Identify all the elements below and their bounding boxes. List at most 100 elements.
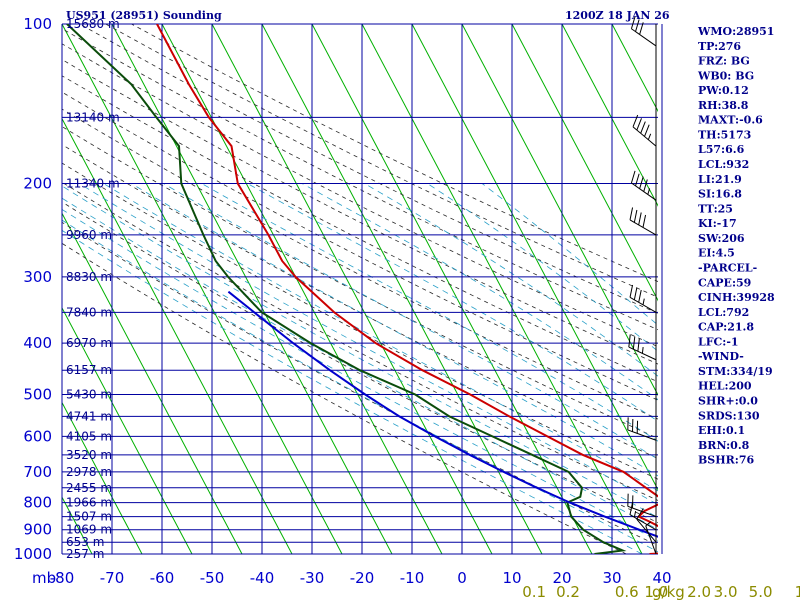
- skewed-isotherm: [62, 24, 343, 554]
- height-label: 1966 m: [66, 496, 112, 510]
- index-item: SW:206: [698, 232, 745, 245]
- dry-adiabat: [79, 24, 658, 314]
- barb-flag: [637, 338, 640, 352]
- moist-adiabat: [301, 183, 658, 401]
- temperature-tick-label: -20: [350, 569, 375, 587]
- temperature-tick-label: -40: [250, 569, 275, 587]
- barb-flag: [640, 121, 646, 134]
- grid-lines: [61, 23, 663, 555]
- index-item: LFC:-1: [698, 335, 739, 348]
- index-item: TT:25: [698, 202, 733, 215]
- moist-adiabat: [62, 208, 658, 542]
- barb-flag: [639, 176, 644, 189]
- moist-adiabat: [481, 183, 658, 326]
- height-label: 4105 m: [66, 429, 112, 443]
- height-label: 653 m: [66, 535, 104, 549]
- height-label: 7840 m: [66, 305, 112, 319]
- dewpoint-line: [66, 24, 627, 554]
- barb-flag: [633, 209, 638, 223]
- background-lines: [62, 24, 658, 554]
- barb-half-flag: [633, 510, 637, 518]
- barb-flag: [644, 124, 650, 137]
- mixing-ratio-label: 0.1: [522, 583, 546, 600]
- skewed-isotherm: [261, 24, 543, 554]
- index-item: FRZ: BG: [698, 55, 750, 68]
- moist-adiabat: [103, 183, 658, 492]
- moist-adiabat: [62, 185, 658, 519]
- index-item: TP:276: [698, 40, 741, 53]
- wind-barb: [645, 521, 657, 555]
- station-title: US951 (28951) Sounding: [66, 9, 222, 22]
- valid-time: 1200Z 18 JAN 26: [565, 9, 670, 22]
- pressure-tick-label: 600: [23, 427, 52, 445]
- pressure-tick-label: 200: [23, 175, 52, 193]
- dry-adiabat: [62, 181, 658, 501]
- pressure-tick-label: 1000: [14, 545, 52, 563]
- index-item: CAPE:59: [698, 276, 751, 289]
- barb-half-flag: [647, 133, 652, 140]
- index-item: TH:5173: [698, 128, 751, 141]
- temperature-tick-label: -70: [100, 569, 125, 587]
- barb-half-flag: [647, 188, 651, 195]
- index-item: STM:334/19: [698, 365, 773, 378]
- wind-barb: [628, 334, 657, 361]
- index-item: WB0: BG: [697, 69, 754, 82]
- height-label: 5430 m: [66, 387, 112, 401]
- index-item: HEL:200: [698, 380, 752, 393]
- barb-flag: [632, 336, 636, 350]
- wind-barb: [629, 284, 657, 313]
- skewed-isotherm: [111, 24, 393, 554]
- skewed-isotherm: [62, 306, 193, 554]
- moist-adiabat: [201, 183, 658, 442]
- height-label: 3520 m: [66, 448, 112, 462]
- mixing-ratio-label: 5.0: [749, 583, 773, 600]
- barb-staff: [645, 525, 657, 555]
- temperature-tick-label: 0: [457, 569, 467, 587]
- barb-flag: [638, 289, 642, 303]
- height-label: 6157 m: [66, 363, 112, 377]
- barb-flag: [639, 22, 644, 35]
- index-item: EHI:0.1: [698, 424, 745, 437]
- index-item: -WIND-: [698, 350, 744, 363]
- height-label: 4741 m: [66, 409, 112, 423]
- mixing-ratio-label: 10.0: [795, 583, 800, 600]
- height-label: 13140 m: [66, 110, 120, 124]
- index-item: LI:21.9: [698, 173, 742, 186]
- mixing-ratio-label: 0.2: [556, 583, 580, 600]
- index-item: SHR+:0.0: [698, 395, 758, 408]
- index-item: CAP:21.8: [698, 321, 754, 334]
- mixing-ratio-label: 2.0: [687, 583, 711, 600]
- skewed-isotherm: [62, 117, 293, 554]
- wind-barb: [636, 508, 657, 543]
- height-label: 11340 m: [66, 177, 120, 191]
- barb-half-flag: [642, 298, 645, 305]
- index-item: MAXT:-0.6: [698, 114, 763, 127]
- skewed-isotherm: [161, 24, 443, 554]
- index-item: PW:0.12: [698, 84, 749, 97]
- temperature-tick-label: -10: [400, 569, 425, 587]
- parcel-line: [227, 290, 658, 538]
- temperature-tick-label: -60: [150, 569, 175, 587]
- height-label: 1069 m: [66, 523, 112, 537]
- skewed-isotherm: [511, 24, 658, 302]
- barb-flag: [628, 334, 631, 348]
- temperature-tick-label: 30: [602, 569, 621, 587]
- barb-flag: [635, 173, 640, 186]
- index-item: WMO:28951: [697, 25, 774, 38]
- pressure-tick-label: 300: [23, 268, 52, 286]
- dry-adiabat: [62, 43, 658, 348]
- temperature-tick-label: 40: [652, 569, 671, 587]
- skewed-isotherm: [361, 24, 643, 554]
- dry-adiabat: [62, 59, 658, 365]
- pressure-tick-label: 800: [23, 494, 52, 512]
- wind-barb: [629, 502, 657, 531]
- mixing-ratio-label: 3.0: [714, 583, 738, 600]
- height-label: 15680 m: [66, 17, 120, 31]
- index-item: KI:-17: [698, 217, 737, 230]
- barb-flag: [629, 284, 634, 298]
- skewed-isotherm: [62, 212, 243, 554]
- index-item: EI:4.5: [698, 247, 735, 260]
- index-item: RH:38.8: [698, 99, 749, 112]
- temperature-tick-label: 10: [502, 569, 521, 587]
